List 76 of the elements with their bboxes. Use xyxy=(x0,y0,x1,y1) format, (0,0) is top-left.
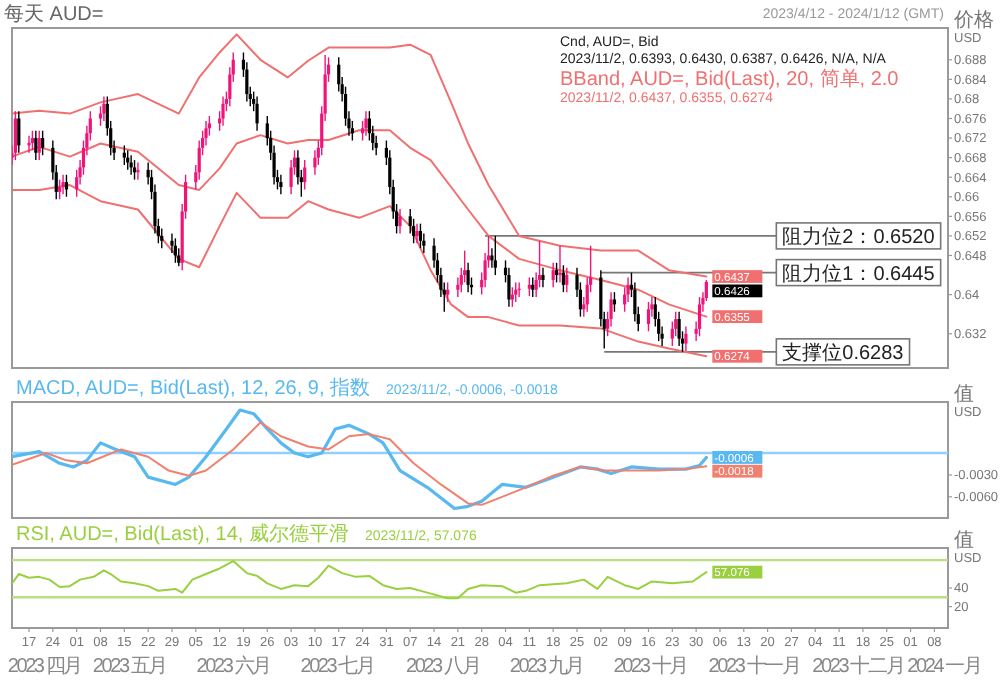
candlestick xyxy=(64,174,69,198)
candlestick xyxy=(684,325,688,352)
candlestick xyxy=(510,286,514,308)
candlestick xyxy=(255,95,259,132)
text: RSI, AUD=, Bid(Last), 14, 威尔德平滑 xyxy=(16,522,349,546)
candlestick xyxy=(221,95,225,127)
candlestick xyxy=(670,320,674,347)
candlestick xyxy=(204,120,208,147)
text: 2023 六月 xyxy=(196,654,270,678)
candlestick xyxy=(337,56,341,93)
candlestick xyxy=(30,130,35,151)
text: 2023 四月 xyxy=(7,656,81,678)
candlestick xyxy=(122,144,126,166)
candlestick xyxy=(609,291,613,328)
text: 2024 一月 xyxy=(907,656,981,678)
candlestick xyxy=(132,159,137,181)
annotation: 支撑位0.6283 xyxy=(782,340,905,365)
candlestick xyxy=(17,110,21,154)
candlestick xyxy=(514,281,518,303)
candlestick xyxy=(507,267,511,308)
candlestick xyxy=(561,264,565,293)
annotation: 阻力位2：0.6520 xyxy=(782,224,936,249)
candlestick xyxy=(37,130,41,161)
candlestick xyxy=(160,227,164,249)
text: 2023 五月 xyxy=(92,656,167,678)
candlestick xyxy=(697,296,702,337)
candlestick xyxy=(646,301,651,333)
text: MACD, AUD=, Bid(Last), 12, 26, 9, 指数 xyxy=(16,376,371,400)
text: 2023 十月 xyxy=(613,654,687,678)
candlestick xyxy=(41,130,45,156)
annotation: BBand, AUD=, Bid(Last), 20, 简单, 2.0 xyxy=(560,67,900,91)
candlestick xyxy=(422,232,426,254)
candlestick xyxy=(136,161,140,181)
text: 2023 八月 xyxy=(405,656,480,678)
candlestick xyxy=(463,249,467,284)
text: 2023 九月 xyxy=(509,654,583,678)
annotation: 阻力位1：0.6445 xyxy=(782,261,936,286)
candlestick xyxy=(408,208,412,235)
candlestick xyxy=(27,134,31,154)
candlestick xyxy=(303,159,307,191)
candlestick xyxy=(364,110,368,137)
candlestick xyxy=(456,276,460,298)
candlestick xyxy=(551,262,555,288)
candlestick xyxy=(61,174,65,196)
candlestick xyxy=(34,130,38,161)
line-series xyxy=(12,129,708,318)
candlestick xyxy=(418,222,423,249)
candlestick xyxy=(398,208,402,235)
candlestick xyxy=(541,267,545,288)
candlestick xyxy=(207,115,212,137)
candlestick xyxy=(126,149,130,171)
candlestick xyxy=(313,149,317,176)
text: 2023 十一月 xyxy=(708,654,800,678)
candlestick xyxy=(633,281,637,323)
candlestick xyxy=(197,139,201,181)
line-series xyxy=(12,421,708,506)
candlestick xyxy=(279,174,283,196)
candlestick xyxy=(531,276,535,298)
candlestick xyxy=(558,245,562,284)
candlestick xyxy=(527,276,531,297)
candlestick xyxy=(102,95,106,122)
candlestick xyxy=(374,134,378,156)
candlestick xyxy=(565,267,569,293)
text: 2023 七月 xyxy=(300,654,374,678)
line-series xyxy=(12,408,708,511)
candlestick xyxy=(677,311,681,347)
text: 2023 十二月 xyxy=(812,654,904,678)
candlestick xyxy=(446,281,450,303)
candlestick xyxy=(466,262,470,293)
candlestick xyxy=(415,222,419,244)
chart-title: 每天 AUD= xyxy=(4,2,104,26)
candlestick xyxy=(554,262,559,284)
line-series xyxy=(12,184,708,358)
candlestick xyxy=(58,178,62,200)
line-series xyxy=(12,560,708,600)
candlestick xyxy=(493,235,497,276)
